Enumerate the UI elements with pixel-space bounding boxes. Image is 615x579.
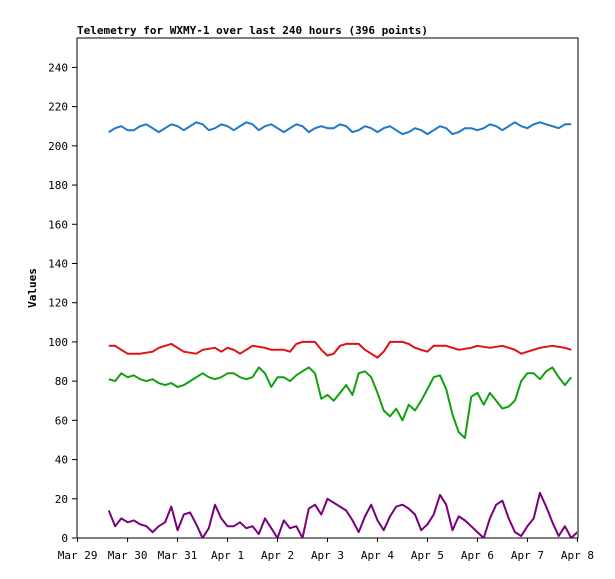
y-tick-label: 200: [48, 140, 68, 153]
y-tick-label: 80: [55, 375, 68, 388]
y-tick-label: 120: [48, 297, 68, 310]
y-tick-label: 140: [48, 257, 68, 270]
series-line-3: [108, 366, 572, 439]
series-line-1: [108, 121, 572, 136]
y-tick-label: 180: [48, 179, 68, 192]
x-tick-label: Apr 1: [211, 549, 244, 562]
x-tick-label: Mar 31: [158, 549, 198, 562]
x-tick-label: Apr 3: [311, 549, 344, 562]
y-tick-label: 240: [48, 61, 68, 74]
y-tick-label: 220: [48, 101, 68, 114]
y-tick-label: 0: [61, 532, 68, 545]
x-tick-label: Apr 5: [411, 549, 444, 562]
y-tick-label: 20: [55, 493, 68, 506]
y-axis-label: Values: [26, 268, 39, 308]
series-line-4: [107, 491, 577, 538]
series-layer: [107, 121, 577, 538]
y-tick-label: 40: [55, 454, 68, 467]
x-tick-label: Apr 6: [461, 549, 494, 562]
plot-frame: [76, 37, 579, 539]
chart-title: Telemetry for WXMY-1 over last 240 hours…: [77, 24, 428, 37]
x-tick-label: Mar 29: [58, 549, 98, 562]
x-tick-label: Apr 8: [561, 549, 594, 562]
x-tick-label: Apr 2: [261, 549, 294, 562]
y-axis: 0 20 40 60 80 100 120 140 160 180 200 220 240: [48, 61, 77, 545]
y-tick-label: 160: [48, 218, 68, 231]
series-line-2: [108, 340, 572, 359]
y-tick-label: 60: [55, 414, 68, 427]
x-tick-label: Apr 4: [361, 549, 394, 562]
x-tick-label: Mar 30: [108, 549, 148, 562]
x-axis: Mar 29 Mar 30 Mar 31 Apr 1 Apr 2 Apr 3 Apr 4 Ap…: [58, 538, 594, 562]
x-tick-label: Apr 7: [511, 549, 544, 562]
y-tick-label: 100: [48, 336, 68, 349]
